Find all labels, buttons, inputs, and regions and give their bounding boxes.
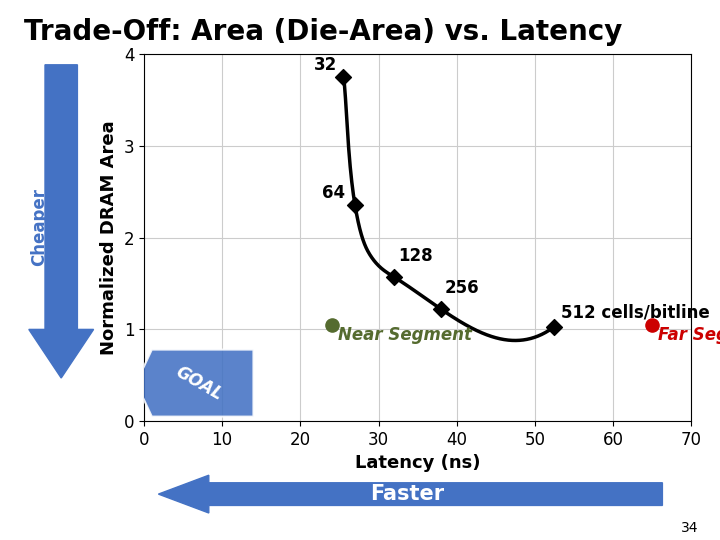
Text: Far Segment: Far Segment bbox=[658, 326, 720, 345]
Text: 64: 64 bbox=[323, 184, 346, 202]
Text: 128: 128 bbox=[398, 247, 433, 265]
Point bbox=[338, 72, 349, 81]
Polygon shape bbox=[136, 349, 253, 417]
Point bbox=[549, 322, 560, 331]
Y-axis label: Normalized DRAM Area: Normalized DRAM Area bbox=[100, 120, 118, 355]
Point bbox=[647, 320, 658, 329]
Point bbox=[436, 305, 447, 314]
Text: GOAL: GOAL bbox=[172, 362, 225, 404]
Point bbox=[349, 201, 361, 210]
Text: 512 cells/bitline: 512 cells/bitline bbox=[561, 303, 709, 321]
X-axis label: Latency (ns): Latency (ns) bbox=[355, 455, 480, 472]
Text: 256: 256 bbox=[445, 279, 480, 296]
Text: Near Segment: Near Segment bbox=[338, 326, 472, 345]
Text: 32: 32 bbox=[314, 56, 337, 73]
Text: Cheaper: Cheaper bbox=[30, 188, 49, 266]
Point bbox=[326, 320, 338, 329]
Point bbox=[388, 273, 400, 281]
Text: 34: 34 bbox=[681, 521, 698, 535]
Text: Faster: Faster bbox=[370, 484, 444, 504]
Text: Trade-Off: Area (Die-Area) vs. Latency: Trade-Off: Area (Die-Area) vs. Latency bbox=[24, 18, 622, 46]
